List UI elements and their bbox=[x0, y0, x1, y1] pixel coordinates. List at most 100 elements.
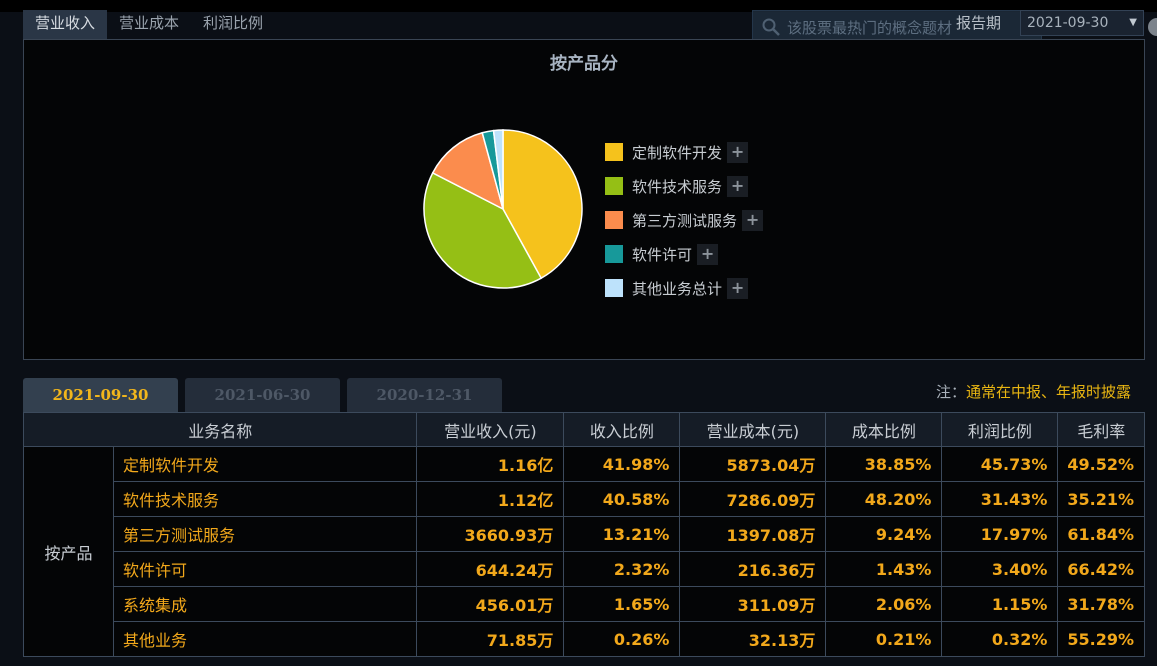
revenue: 1.12亿 bbox=[416, 481, 565, 517]
revenue-ratio: 41.98% bbox=[563, 446, 681, 482]
revenue: 1.16亿 bbox=[416, 446, 565, 482]
business-table: 业务名称 营业收入(元) 收入比例 营业成本(元) 成本比例 利润比例 毛利率 … bbox=[22, 412, 1145, 657]
business-name: 第三方测试服务 bbox=[112, 516, 418, 552]
col-cost-ratio: 成本比例 bbox=[825, 412, 943, 447]
legend-swatch bbox=[605, 245, 623, 263]
expand-plus-icon[interactable]: + bbox=[742, 209, 764, 231]
legend-label: 软件许可 bbox=[632, 245, 693, 264]
legend-swatch bbox=[605, 143, 623, 161]
pie-slice[interactable] bbox=[502, 129, 583, 280]
cost-ratio: 9.24% bbox=[825, 516, 943, 552]
expand-plus-icon[interactable]: + bbox=[727, 277, 749, 299]
expand-plus-icon[interactable]: + bbox=[727, 141, 749, 163]
cost: 1397.08万 bbox=[679, 516, 827, 552]
report-period-label: 报告期 bbox=[956, 14, 1002, 32]
note-text: 通常在中报、年报时披露 bbox=[965, 383, 1131, 401]
cost: 311.09万 bbox=[679, 586, 827, 622]
table-row: 第三方测试服务 3660.93万 13.21% 1397.08万 9.24% 1… bbox=[24, 516, 1145, 552]
top-bar bbox=[0, 0, 1157, 12]
revenue-ratio: 2.32% bbox=[563, 551, 681, 587]
expand-plus-icon[interactable]: + bbox=[697, 243, 719, 265]
legend-item[interactable]: 定制软件开发 + bbox=[605, 135, 763, 169]
disclosure-note: 注：通常在中报、年报时披露 bbox=[936, 381, 1131, 402]
cost: 32.13万 bbox=[679, 621, 827, 657]
table-row: 系统集成 456.01万 1.65% 311.09万 2.06% 1.15% 3… bbox=[24, 586, 1145, 622]
chevron-down-icon: ▼ bbox=[1129, 17, 1137, 28]
legend-label: 其他业务总计 bbox=[632, 279, 723, 298]
pie-slice[interactable] bbox=[423, 171, 543, 289]
period-tab[interactable]: 2021-09-30 bbox=[23, 378, 178, 412]
col-cost: 营业成本(元) bbox=[679, 412, 827, 447]
legend-item[interactable]: 软件技术服务 + bbox=[605, 169, 763, 203]
revenue: 456.01万 bbox=[416, 586, 565, 622]
business-name: 定制软件开发 bbox=[112, 446, 418, 482]
profit-ratio: 1.15% bbox=[941, 586, 1059, 622]
cost-ratio: 2.06% bbox=[825, 586, 943, 622]
cost: 216.36万 bbox=[679, 551, 827, 587]
cost-ratio: 0.21% bbox=[825, 621, 943, 657]
period-tabs: 2021-09-30 2021-06-30 2020-12-31 bbox=[23, 378, 509, 412]
gross-margin: 66.42% bbox=[1057, 551, 1145, 587]
report-period-select[interactable]: 2021-09-30 ▼ bbox=[1020, 10, 1144, 36]
legend-item[interactable]: 其他业务总计 + bbox=[605, 271, 763, 305]
legend-item[interactable]: 软件许可 + bbox=[605, 237, 763, 271]
chart-legend: 定制软件开发 + 软件技术服务 + 第三方测试服务 + 软件许可 + 其他业务总… bbox=[605, 135, 764, 305]
col-revenue: 营业收入(元) bbox=[416, 412, 565, 447]
table-row: 软件许可 644.24万 2.32% 216.36万 1.43% 3.40% 6… bbox=[24, 551, 1145, 587]
col-business-name: 业务名称 bbox=[22, 412, 418, 447]
revenue-ratio: 40.58% bbox=[563, 481, 681, 517]
gross-margin: 35.21% bbox=[1057, 481, 1145, 517]
revenue-ratio: 13.21% bbox=[563, 516, 681, 552]
tab-profit-ratio[interactable]: 利润比例 bbox=[203, 14, 264, 32]
table-row: 软件技术服务 1.12亿 40.58% 7286.09万 48.20% 31.4… bbox=[24, 481, 1145, 517]
col-profit-ratio: 利润比例 bbox=[941, 412, 1059, 447]
pie-slice[interactable] bbox=[492, 129, 504, 210]
gross-margin: 49.52% bbox=[1057, 446, 1145, 482]
revenue: 3660.93万 bbox=[416, 516, 565, 552]
cost-ratio: 38.85% bbox=[825, 446, 943, 482]
cost: 5873.04万 bbox=[679, 446, 827, 482]
period-tab[interactable]: 2021-06-30 bbox=[185, 378, 340, 412]
col-gross-margin: 毛利率 bbox=[1057, 412, 1145, 447]
group-label: 按产品 bbox=[23, 446, 114, 657]
legend-swatch bbox=[605, 211, 623, 229]
period-tab[interactable]: 2020-12-31 bbox=[347, 378, 502, 412]
chart-title: 按产品分 bbox=[550, 54, 618, 74]
legend-label: 软件技术服务 bbox=[632, 177, 723, 196]
expand-plus-icon[interactable]: + bbox=[727, 175, 749, 197]
note-prefix: 注： bbox=[935, 383, 966, 401]
cost: 7286.09万 bbox=[679, 481, 827, 517]
legend-swatch bbox=[605, 177, 623, 195]
business-name: 其他业务 bbox=[112, 621, 418, 657]
table-row: 其他业务 71.85万 0.26% 32.13万 0.21% 0.32% 55.… bbox=[24, 621, 1145, 657]
search-placeholder: 该股票最热门的概念题材 bbox=[787, 18, 953, 37]
pie-chart bbox=[423, 129, 583, 289]
revenue: 71.85万 bbox=[416, 621, 565, 657]
business-name: 软件技术服务 bbox=[112, 481, 418, 517]
gross-margin: 61.84% bbox=[1057, 516, 1145, 552]
pie-slice[interactable] bbox=[431, 131, 505, 211]
report-period-value: 2021-09-30 bbox=[1027, 15, 1109, 31]
search-icon bbox=[762, 18, 780, 36]
col-revenue-ratio: 收入比例 bbox=[563, 412, 681, 447]
profit-ratio: 0.32% bbox=[941, 621, 1059, 657]
metric-tabs: 营业收入 营业成本 利润比例 bbox=[23, 10, 275, 39]
table-row: 按产品 定制软件开发 1.16亿 41.98% 5873.04万 38.85% … bbox=[23, 446, 1145, 657]
business-name: 软件许可 bbox=[112, 551, 418, 587]
tab-cost[interactable]: 营业成本 bbox=[119, 14, 180, 32]
legend-swatch bbox=[605, 279, 623, 297]
legend-item[interactable]: 第三方测试服务 + bbox=[605, 203, 764, 237]
tab-revenue[interactable]: 营业收入 bbox=[23, 10, 108, 39]
legend-label: 第三方测试服务 bbox=[632, 211, 738, 230]
chart-panel: 按产品分 定制软件开发 + 软件技术服务 + 第三方测试服务 + 软件许可 + … bbox=[23, 39, 1145, 360]
profit-ratio: 3.40% bbox=[941, 551, 1059, 587]
gross-margin: 55.29% bbox=[1057, 621, 1145, 657]
gross-margin: 31.78% bbox=[1057, 586, 1145, 622]
business-name: 系统集成 bbox=[112, 586, 418, 622]
profit-ratio: 45.73% bbox=[941, 446, 1059, 482]
cost-ratio: 1.43% bbox=[825, 551, 943, 587]
scroll-handle[interactable] bbox=[1148, 18, 1157, 36]
profit-ratio: 31.43% bbox=[941, 481, 1059, 517]
revenue-ratio: 1.65% bbox=[563, 586, 681, 622]
revenue-ratio: 0.26% bbox=[563, 621, 681, 657]
